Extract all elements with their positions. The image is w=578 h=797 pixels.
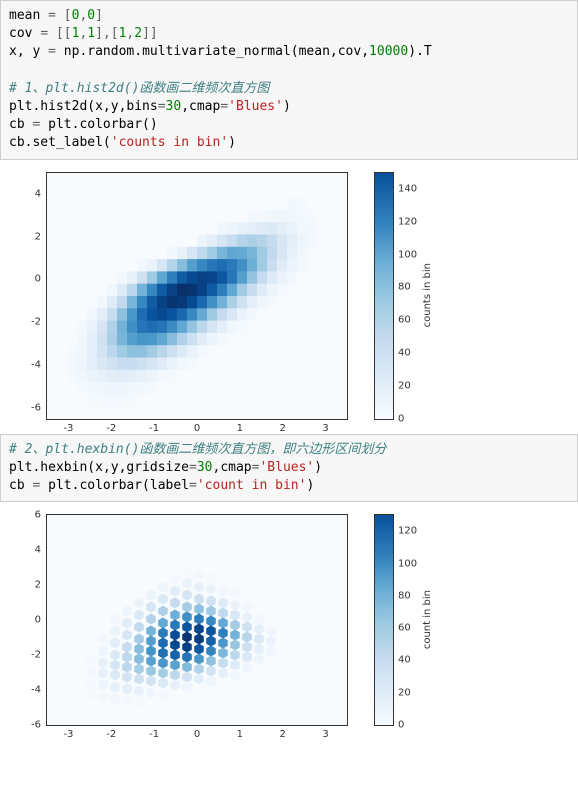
colorbar-tick: 20 — [393, 380, 411, 391]
y-tick: 2 — [35, 231, 47, 242]
x-tick: 0 — [194, 419, 200, 434]
y-tick: 0 — [35, 274, 47, 285]
colorbar-tick: 60 — [393, 623, 411, 634]
y-tick: 4 — [35, 545, 47, 556]
x-tick: 1 — [237, 725, 243, 740]
x-tick: 2 — [280, 419, 286, 434]
x-tick: 0 — [194, 725, 200, 740]
colorbar-tick: 100 — [393, 249, 417, 260]
y-tick: -4 — [31, 685, 47, 696]
colorbar-tick: 40 — [393, 347, 411, 358]
y-tick: -4 — [31, 360, 47, 371]
figure-1: -6-4-2024-3-2-10123 020406080100120140 c… — [0, 168, 578, 434]
y-tick: 0 — [35, 615, 47, 626]
colorbar-tick: 20 — [393, 687, 411, 698]
code-block-2: # 2、plt.hexbin()函数画二维频次直方图，即六边形区间划分 plt.… — [0, 434, 578, 503]
y-tick: -2 — [31, 317, 47, 328]
colorbar-tick: 140 — [393, 183, 417, 194]
x-tick: 2 — [280, 725, 286, 740]
colorbar-tick: 100 — [393, 558, 417, 569]
x-tick: 1 — [237, 419, 243, 434]
x-tick: -3 — [63, 725, 73, 740]
y-tick: 4 — [35, 188, 47, 199]
colorbar-1-label: counts in bin — [422, 263, 433, 327]
colorbar-tick: 80 — [393, 590, 411, 601]
colorbar-1: 020406080100120140 — [374, 172, 394, 420]
y-tick: -2 — [31, 650, 47, 661]
code-block-1: mean = [0,0] cov = [[1,1],[1,2]] x, y = … — [0, 0, 578, 160]
colorbar-2: 020406080100120 — [374, 514, 394, 726]
colorbar-tick: 0 — [393, 720, 404, 731]
colorbar-tick: 0 — [393, 413, 404, 424]
colorbar-tick: 40 — [393, 655, 411, 666]
x-tick: 3 — [322, 725, 328, 740]
hist2d-plot: -6-4-2024-3-2-10123 — [46, 172, 348, 420]
figure-2: -6-4-20246-3-2-10123 020406080100120 cou… — [0, 510, 578, 740]
x-tick: -2 — [106, 419, 116, 434]
y-tick: 2 — [35, 580, 47, 591]
hexbin-plot: -6-4-20246-3-2-10123 — [46, 514, 348, 726]
y-tick: 6 — [35, 510, 47, 521]
x-tick: 3 — [322, 419, 328, 434]
x-tick: -1 — [149, 419, 159, 434]
y-tick: -6 — [31, 720, 47, 731]
colorbar-tick: 60 — [393, 315, 411, 326]
x-tick: -2 — [106, 725, 116, 740]
x-tick: -3 — [63, 419, 73, 434]
x-tick: -1 — [149, 725, 159, 740]
code-text: mean — [9, 8, 48, 23]
colorbar-tick: 80 — [393, 282, 411, 293]
colorbar-tick: 120 — [393, 526, 417, 537]
y-tick: -6 — [31, 402, 47, 413]
colorbar-tick: 120 — [393, 216, 417, 227]
colorbar-2-label: count in bin — [422, 590, 433, 649]
